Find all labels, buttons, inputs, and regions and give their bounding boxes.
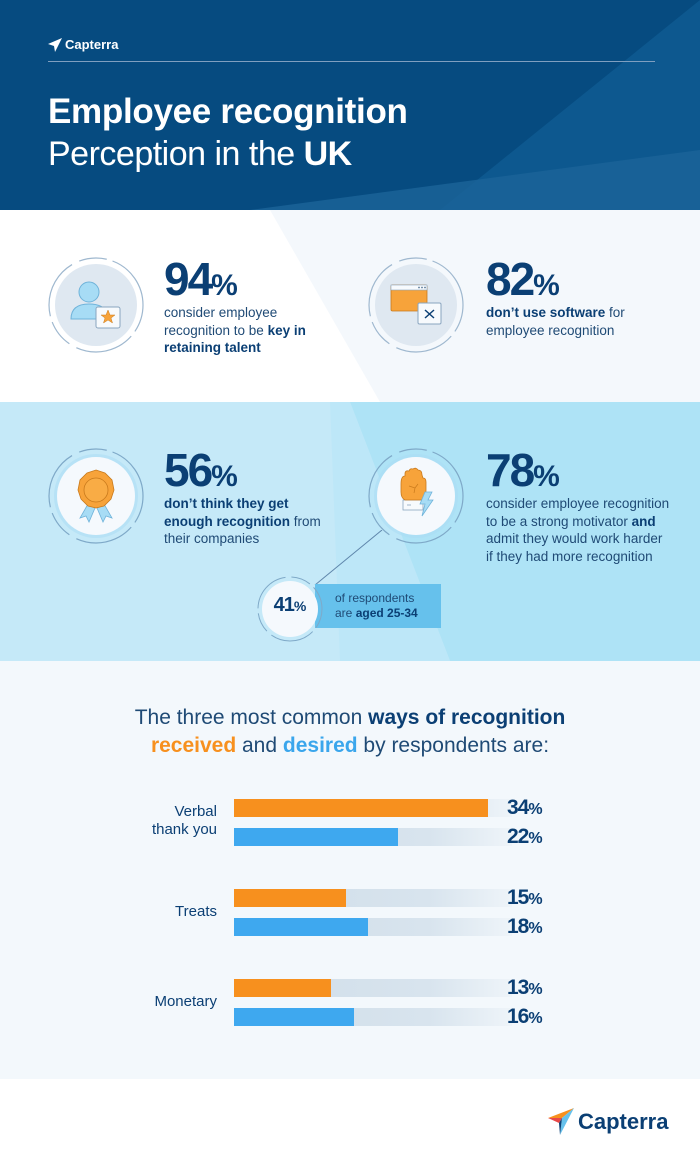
brand-name: Capterra (65, 37, 119, 52)
chart-title: The three most common ways of recognitio… (134, 706, 566, 757)
legend-received: received (150, 734, 237, 757)
bar-desired (234, 918, 369, 936)
category-label: Treats (175, 903, 217, 920)
bar-received (234, 889, 347, 907)
bar-track (234, 889, 512, 907)
window-x-icon (366, 255, 466, 355)
stat-description: don’t think they get enough recognition … (164, 496, 321, 546)
stat-value: 56% (164, 444, 238, 496)
stat-value: 94% (164, 253, 238, 305)
header-banner: Capterra Employee recognition Perception… (0, 0, 700, 210)
value-label-received: 13% (507, 976, 543, 999)
callout-connector-line (314, 530, 383, 586)
capterra-arrow-icon (548, 1108, 574, 1135)
bar-track (234, 979, 512, 997)
callout-ring (257, 576, 323, 642)
fist-lightning-icon (366, 446, 466, 546)
legend-desired: desired (282, 734, 358, 757)
callout-box (315, 584, 441, 628)
capterra-arrow-icon (48, 37, 62, 52)
header-divider (48, 61, 655, 62)
bar-desired (234, 1008, 354, 1026)
bar-track (234, 828, 512, 846)
footer: Capterra (0, 1079, 700, 1167)
callout-circle (262, 581, 318, 637)
country-highlight: UK (303, 135, 353, 173)
callout-value: 41% (273, 594, 307, 616)
bar-track (234, 1008, 512, 1026)
stat-description: consider employee recognition to be a st… (486, 496, 670, 564)
callout-text: of respondents are aged 25-34 (335, 591, 418, 620)
value-label-desired: 16% (507, 1005, 543, 1028)
value-label-desired: 18% (507, 915, 543, 938)
bar-received (234, 979, 332, 997)
bar-received (234, 799, 488, 817)
bar-track (234, 918, 512, 936)
stat-value: 78% (486, 444, 560, 496)
category-label: Verbal thank you (151, 803, 217, 838)
stats-background-shapes (270, 210, 700, 402)
user-star-icon (46, 255, 146, 355)
header-background-shapes (250, 0, 700, 210)
value-label-desired: 22% (507, 825, 543, 848)
category-label: Monetary (154, 993, 217, 1010)
bar-track (234, 799, 512, 817)
page-title: Employee recognition (48, 92, 408, 131)
stat-description: consider employee recognition to be key … (164, 305, 306, 355)
page-subtitle: Perception in the UK (48, 135, 353, 173)
stat-description: don’t use software for employee recognit… (486, 305, 625, 338)
capterra-logo-small: Capterra (48, 37, 118, 52)
value-label-received: 15% (507, 886, 543, 909)
bar-desired (234, 828, 399, 846)
stat-value: 82% (486, 253, 560, 305)
award-ribbon-icon (46, 446, 146, 546)
value-label-received: 34% (507, 796, 543, 819)
capterra-logo: Capterra (548, 1108, 668, 1136)
